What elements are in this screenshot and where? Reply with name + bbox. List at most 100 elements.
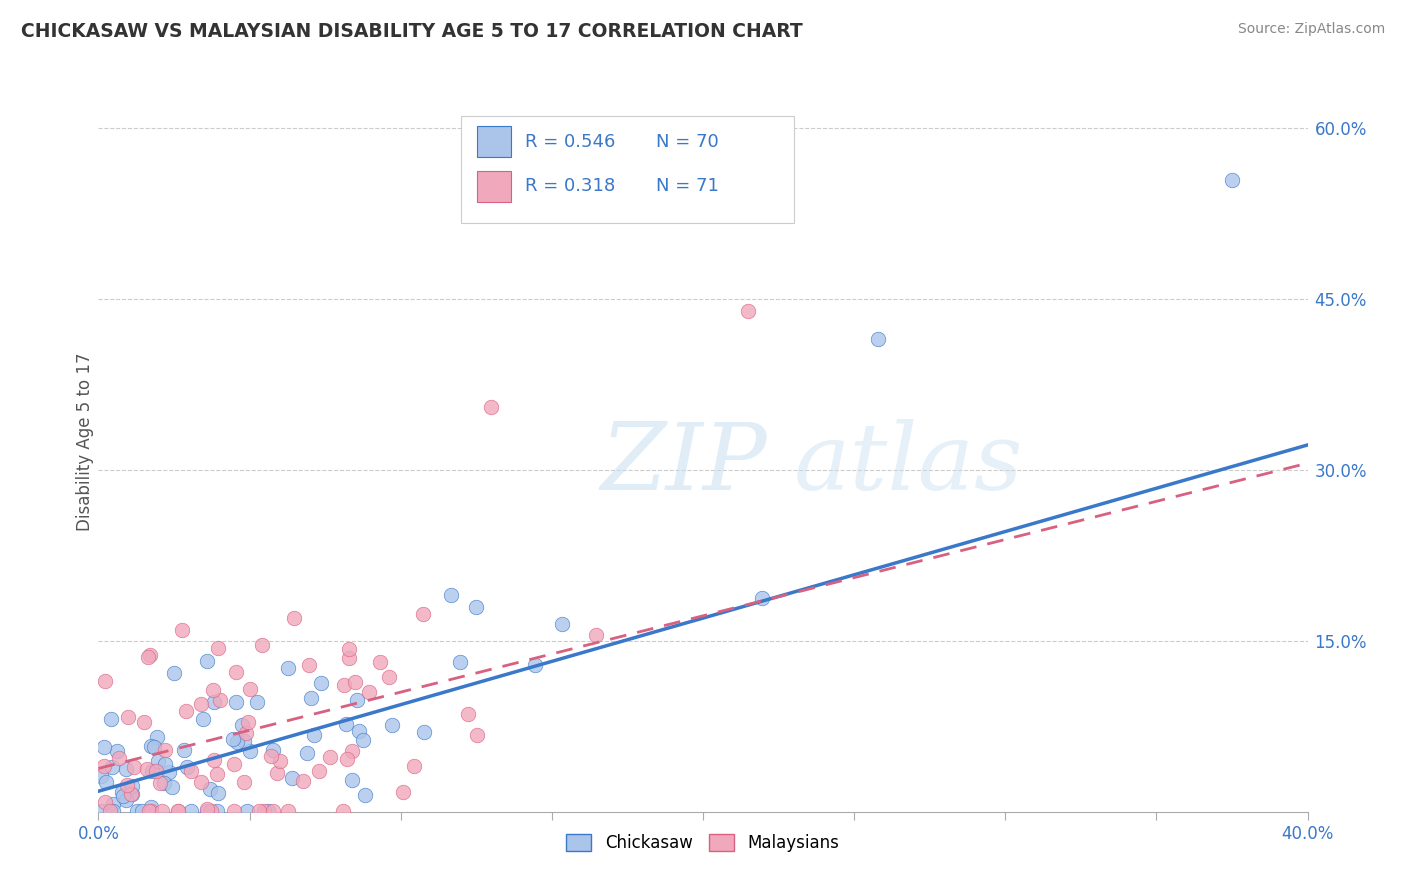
Point	[149, 776, 172, 790]
Point	[222, 731, 245, 746]
Point	[101, 760, 124, 774]
Point	[231, 718, 253, 732]
Point	[180, 764, 202, 779]
Point	[335, 717, 357, 731]
Point	[117, 710, 139, 724]
Legend: Chickasaw, Malaysians: Chickasaw, Malaysians	[560, 828, 846, 859]
Point	[239, 744, 262, 758]
Point	[308, 764, 330, 778]
Point	[136, 763, 159, 777]
Point	[146, 754, 169, 768]
Text: ZIP: ZIP	[600, 418, 766, 508]
Point	[337, 651, 360, 665]
Point	[195, 804, 218, 818]
Y-axis label: Disability Age 5 to 17: Disability Age 5 to 17	[76, 352, 94, 531]
Point	[145, 764, 167, 778]
Point	[207, 786, 229, 800]
Point	[191, 712, 214, 726]
Text: CHICKASAW VS MALAYSIAN DISABILITY AGE 5 TO 17 CORRELATION CHART: CHICKASAW VS MALAYSIAN DISABILITY AGE 5 …	[21, 22, 803, 41]
Point	[347, 723, 370, 738]
Point	[120, 787, 142, 801]
Point	[153, 743, 176, 757]
Text: R = 0.546: R = 0.546	[526, 133, 616, 151]
Point	[225, 665, 247, 680]
Text: atlas: atlas	[793, 418, 1024, 508]
Point	[252, 638, 274, 652]
Point	[93, 759, 115, 773]
Point	[585, 628, 607, 642]
Point	[93, 739, 115, 754]
Point	[139, 799, 162, 814]
Point	[868, 332, 890, 346]
Point	[145, 730, 167, 744]
Point	[125, 804, 148, 818]
Point	[105, 744, 128, 758]
Point	[121, 788, 143, 802]
Point	[246, 695, 269, 709]
Point	[412, 607, 434, 621]
Point	[141, 739, 163, 754]
Text: Source: ZipAtlas.com: Source: ZipAtlas.com	[1237, 22, 1385, 37]
Point	[551, 616, 574, 631]
Bar	[477, 170, 510, 202]
Point	[101, 797, 124, 812]
Point	[262, 743, 284, 757]
Point	[207, 767, 229, 781]
Point	[232, 775, 254, 789]
Point	[253, 804, 276, 818]
Point	[132, 714, 155, 729]
Point	[202, 695, 225, 709]
Point	[121, 779, 143, 793]
Point	[277, 661, 299, 675]
FancyBboxPatch shape	[461, 116, 793, 223]
Point	[136, 650, 159, 665]
Point	[336, 752, 359, 766]
Point	[266, 765, 288, 780]
Point	[98, 804, 121, 818]
Text: N = 70: N = 70	[655, 133, 718, 151]
Point	[115, 762, 138, 776]
Point	[103, 804, 125, 818]
Point	[155, 757, 177, 772]
Point	[298, 658, 321, 673]
Point	[174, 705, 197, 719]
Point	[737, 303, 759, 318]
Point	[343, 674, 366, 689]
Point	[222, 757, 245, 772]
Point	[340, 773, 363, 788]
Point	[332, 804, 354, 818]
Point	[222, 804, 245, 818]
Point	[166, 804, 188, 818]
Point	[157, 765, 180, 780]
Point	[269, 754, 291, 768]
Point	[297, 747, 319, 761]
Text: N = 71: N = 71	[655, 178, 718, 195]
Point	[283, 611, 305, 625]
Point	[311, 676, 333, 690]
Point	[449, 656, 471, 670]
Point	[115, 778, 138, 792]
Point	[139, 648, 162, 663]
Point	[277, 804, 299, 818]
Point	[131, 804, 153, 818]
Point	[465, 600, 488, 615]
Point	[108, 751, 131, 765]
Point	[150, 804, 173, 818]
Point	[173, 743, 195, 757]
Point	[262, 804, 284, 818]
Point	[381, 718, 404, 732]
Point	[481, 401, 503, 415]
Point	[138, 804, 160, 818]
Point	[90, 804, 112, 818]
Point	[751, 591, 773, 605]
Point	[93, 795, 115, 809]
Bar	[477, 126, 510, 157]
Point	[90, 768, 112, 782]
Point	[94, 775, 117, 789]
Point	[141, 804, 163, 818]
Point	[114, 793, 136, 807]
Point	[202, 753, 225, 767]
Point	[342, 744, 364, 758]
Point	[176, 760, 198, 774]
Point	[378, 670, 401, 684]
